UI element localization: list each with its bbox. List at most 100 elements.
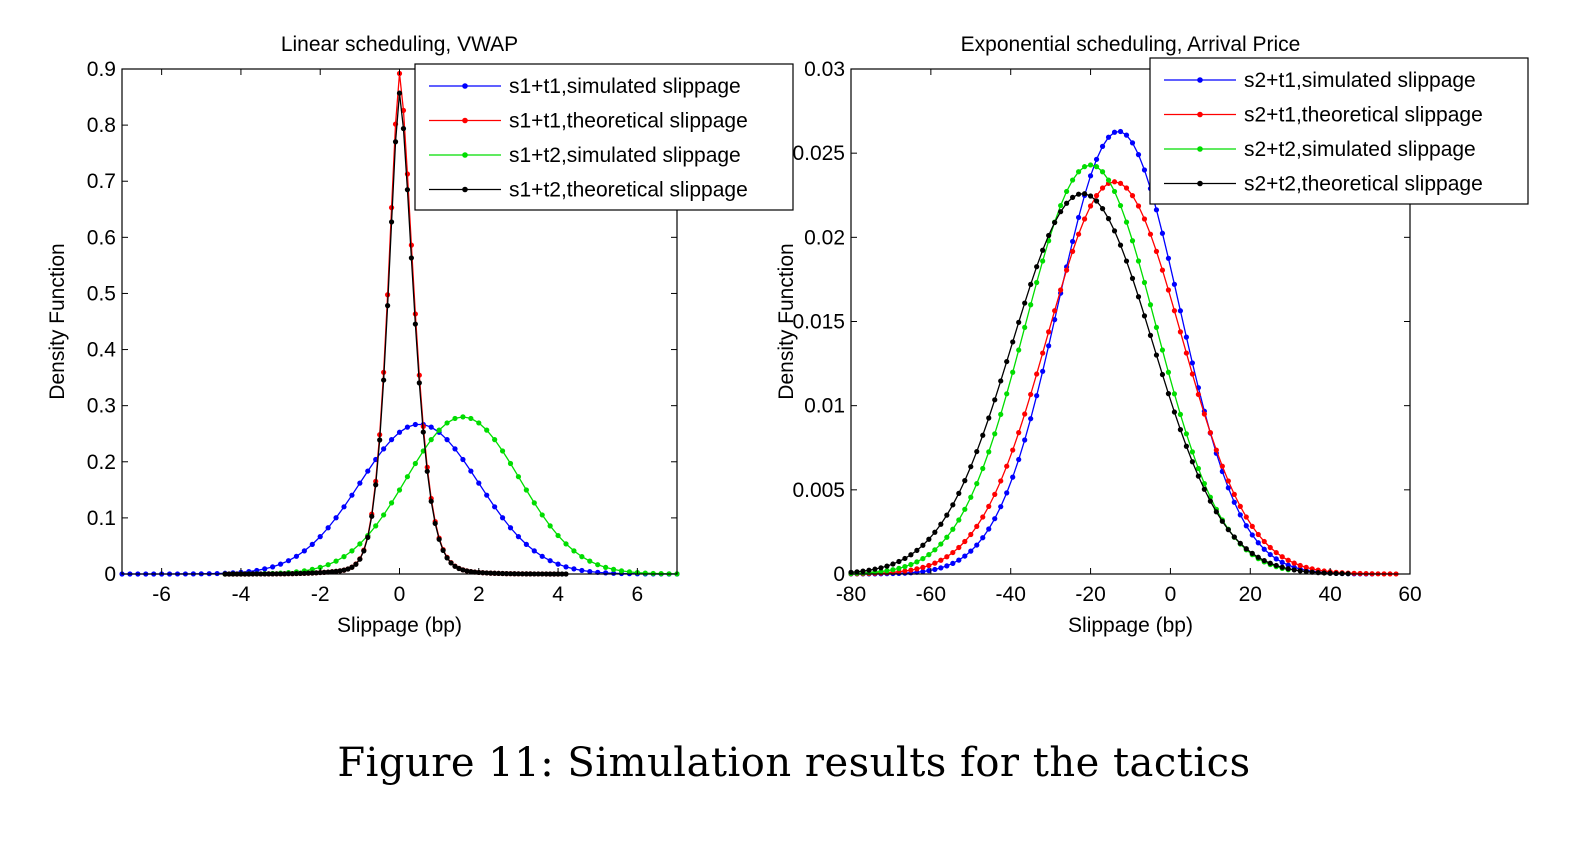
data-point bbox=[1285, 566, 1291, 572]
x-tick-label: 4 bbox=[552, 583, 564, 606]
data-point bbox=[1129, 193, 1136, 199]
data-point bbox=[1093, 198, 1100, 204]
series-line bbox=[850, 164, 1289, 575]
y-tick-label: 0.015 bbox=[792, 311, 845, 334]
data-point bbox=[1225, 485, 1231, 491]
data-point bbox=[878, 568, 884, 575]
data-point bbox=[1225, 527, 1231, 533]
data-point bbox=[974, 523, 980, 529]
data-point bbox=[531, 500, 537, 506]
data-point bbox=[1028, 416, 1034, 422]
data-point bbox=[452, 415, 458, 422]
data-point bbox=[626, 569, 633, 575]
data-point bbox=[1117, 128, 1124, 135]
data-point bbox=[1171, 409, 1178, 415]
data-point bbox=[1093, 193, 1100, 199]
data-point bbox=[1070, 177, 1076, 183]
data-point bbox=[1016, 430, 1022, 436]
y-axis-label: Density Function bbox=[775, 243, 798, 399]
data-point bbox=[1093, 164, 1100, 170]
data-point bbox=[1189, 360, 1195, 366]
x-tick-label: 40 bbox=[1318, 583, 1341, 606]
series-line bbox=[122, 423, 678, 575]
data-point bbox=[1141, 313, 1148, 319]
data-point bbox=[1183, 350, 1189, 356]
data-point bbox=[325, 562, 331, 568]
data-point bbox=[1243, 523, 1249, 529]
data-point bbox=[956, 557, 962, 563]
data-point bbox=[1153, 352, 1160, 358]
data-point bbox=[484, 427, 490, 433]
data-point bbox=[998, 478, 1004, 484]
x-tick-label: 2 bbox=[473, 583, 485, 606]
data-point bbox=[998, 504, 1004, 510]
chart-2: Exponential scheduling, Arrival Price -80… bbox=[775, 33, 1529, 637]
data-point bbox=[440, 547, 446, 553]
data-point bbox=[1093, 156, 1100, 162]
data-point bbox=[412, 460, 418, 467]
data-point bbox=[309, 566, 315, 573]
data-point bbox=[1105, 134, 1112, 140]
data-point bbox=[908, 552, 914, 558]
data-point bbox=[938, 557, 944, 563]
data-point bbox=[926, 562, 932, 569]
data-point bbox=[974, 542, 980, 548]
data-point bbox=[408, 255, 414, 261]
data-point bbox=[1081, 216, 1088, 222]
data-point bbox=[1141, 216, 1148, 222]
data-point bbox=[618, 568, 625, 574]
data-point bbox=[1010, 369, 1016, 375]
data-point bbox=[1058, 209, 1064, 215]
x-tick-label: 0 bbox=[1165, 583, 1177, 606]
data-point bbox=[1087, 162, 1094, 168]
data-point bbox=[337, 568, 343, 574]
series-1 bbox=[119, 421, 680, 577]
data-point bbox=[468, 468, 474, 474]
data-point bbox=[1058, 202, 1064, 209]
data-point bbox=[1123, 219, 1130, 225]
data-point bbox=[369, 513, 375, 519]
data-point bbox=[962, 538, 968, 545]
data-point bbox=[1141, 167, 1148, 173]
legend-box bbox=[414, 63, 794, 211]
data-point bbox=[436, 536, 442, 542]
data-point bbox=[974, 481, 980, 487]
data-point bbox=[595, 562, 601, 568]
data-point bbox=[1046, 343, 1052, 349]
chart-title: Exponential scheduling, Arrival Price bbox=[961, 33, 1301, 56]
data-point bbox=[902, 555, 908, 562]
data-point bbox=[325, 525, 331, 531]
data-point bbox=[460, 567, 466, 573]
series-2 bbox=[848, 179, 1399, 577]
data-point bbox=[1177, 427, 1184, 433]
data-point bbox=[1195, 391, 1201, 398]
data-point bbox=[968, 464, 974, 470]
data-point bbox=[950, 560, 956, 566]
data-point bbox=[547, 523, 553, 529]
data-point bbox=[460, 456, 466, 463]
data-point bbox=[381, 377, 387, 383]
data-point bbox=[1123, 258, 1130, 264]
data-point bbox=[1261, 546, 1267, 552]
data-point bbox=[603, 570, 609, 576]
data-point bbox=[986, 503, 992, 509]
data-point bbox=[1177, 329, 1184, 335]
data-point bbox=[456, 565, 462, 572]
data-point bbox=[1064, 188, 1070, 195]
data-point bbox=[1064, 267, 1070, 273]
data-point bbox=[908, 561, 914, 568]
data-point bbox=[914, 547, 920, 554]
data-point bbox=[472, 569, 478, 575]
data-point bbox=[1267, 551, 1273, 558]
data-point bbox=[341, 554, 347, 560]
legend-item: s2+t1,theoretical slippage bbox=[1164, 104, 1483, 127]
data-point bbox=[1189, 371, 1195, 377]
data-point bbox=[950, 502, 956, 508]
data-point bbox=[365, 468, 371, 474]
x-tick-label: 6 bbox=[632, 583, 644, 606]
data-point bbox=[1052, 219, 1058, 226]
y-axis-label: Density Function bbox=[46, 243, 69, 399]
data-point bbox=[1231, 499, 1237, 505]
data-point bbox=[381, 512, 387, 518]
data-point bbox=[1291, 560, 1297, 566]
